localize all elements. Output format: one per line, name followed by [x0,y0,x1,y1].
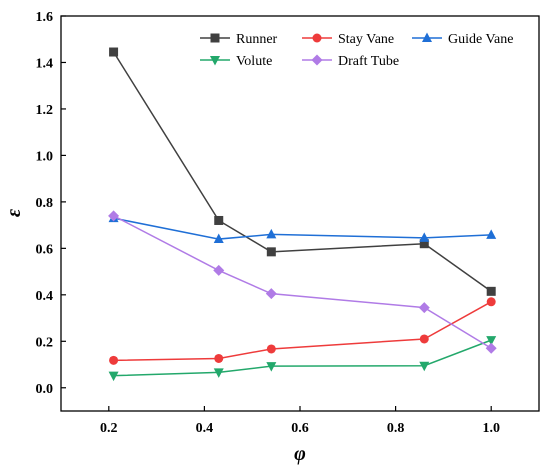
data-point-stay-vane [109,355,119,365]
data-point-runner [214,215,224,225]
series-line-guide-vane [113,217,492,240]
plot-frame [60,15,540,412]
series-runner [109,47,496,296]
series-lines [108,47,497,382]
data-point-stay-vane [486,297,496,307]
x-tick-label: 0.4 [196,421,214,436]
y-tick-label: 0.6 [36,242,54,257]
data-point-stay-vane [419,334,429,344]
data-point-runner [419,239,429,249]
series-guide-vane [108,212,497,244]
legend-marker-guide-vane [422,32,432,42]
legend-label-stay-vane: Stay Vane [338,32,394,47]
series-line-stay-vane [113,301,492,362]
y-tick-label: 1.0 [36,149,54,164]
axis-ticks: 0.0 0.2 0.4 0.6 0.8 1.0 1.2 1.4 1.6 0.2 0.4 0.6 0.8 1… [36,10,500,436]
data-point-stay-vane [214,353,224,363]
legend-label-guide-vane: Guide Vane [448,32,513,47]
data-point-draft-tube [108,210,120,222]
legend-marker-draft-tube [311,54,323,66]
legend-item-stay-vane: Stay Vane [302,32,394,47]
series-draft-tube [108,210,497,354]
legend-label-runner: Runner [236,32,278,47]
data-point-volute [213,368,224,378]
series-line-volute [113,339,492,377]
data-point-volute [266,362,277,372]
data-point-draft-tube [485,342,497,354]
legend-marker-stay-vane [312,33,322,43]
y-tick-label: 1.2 [36,103,54,118]
data-point-draft-tube [213,264,225,276]
data-point-draft-tube [265,288,277,300]
x-tick-label: 0.8 [387,421,405,436]
legend-item-draft-tube: Draft Tube [302,54,399,69]
legend-marker-runner [210,33,220,43]
legend-item-guide-vane: Guide Vane [412,32,513,47]
data-point-runner [109,47,119,57]
legend-item-volute: Volute [200,54,272,69]
data-point-volute [419,361,430,372]
data-point-runner [266,247,276,257]
series-stay-vane [109,297,496,365]
legend-item-runner: Runner [200,32,278,47]
data-point-guide-vane [486,229,497,239]
data-point-guide-vane [266,228,277,239]
x-tick-label: 0.6 [291,421,309,436]
legend-label-volute: Volute [236,54,272,69]
data-point-volute [486,336,497,346]
data-point-guide-vane [419,232,430,242]
y-tick-label: 0.0 [36,382,54,397]
data-point-draft-tube [418,302,430,314]
legend-label-draft-tube: Draft Tube [338,54,399,69]
y-tick-label: 1.4 [36,56,54,71]
y-tick-label: 0.8 [36,196,54,211]
x-axis-title: φ [294,443,306,465]
legend: Runner Stay Vane Guide Vane Volute Draft Tub… [200,32,513,69]
y-axis-title: ε [3,208,25,217]
series-volute [108,336,497,382]
data-point-runner [486,286,496,296]
legend-marker-volute [210,56,220,66]
x-tick-label: 0.2 [100,421,118,436]
data-point-stay-vane [266,344,276,354]
y-tick-label: 1.6 [36,10,54,25]
y-tick-label: 0.2 [36,335,54,350]
y-tick-label: 0.4 [36,289,54,304]
x-tick-label: 1.0 [482,421,500,436]
data-point-guide-vane [213,233,224,244]
data-point-volute [108,371,119,382]
series-line-runner [112,51,492,292]
